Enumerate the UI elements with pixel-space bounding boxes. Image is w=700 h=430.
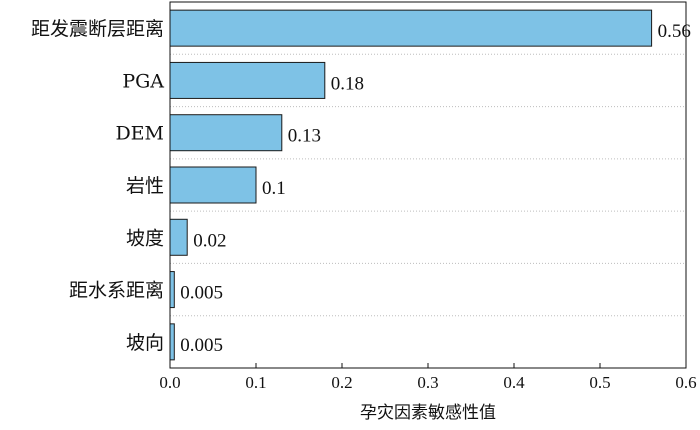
bars-group	[169, 9, 653, 361]
x-tick-label: 0.0	[159, 373, 180, 392]
bar	[169, 218, 188, 256]
category-label: 距发震断层距离	[31, 18, 164, 40]
x-tick-label: 0.6	[675, 373, 696, 392]
x-tick-label: 0.2	[331, 373, 352, 392]
value-label: 0.1	[262, 178, 286, 199]
x-tick-label: 0.1	[245, 373, 266, 392]
category-label: PGA	[122, 70, 164, 92]
bar	[169, 323, 175, 361]
value-label: 0.005	[180, 283, 223, 304]
bar	[169, 271, 175, 309]
x-tick-label: 0.3	[417, 373, 438, 392]
value-label: 0.18	[331, 73, 364, 94]
value-label: 0.56	[658, 21, 691, 42]
value-label: 0.005	[180, 335, 223, 356]
bar	[169, 166, 257, 204]
category-label: 坡度	[126, 227, 164, 249]
bar	[169, 61, 326, 99]
x-tick-label: 0.4	[503, 373, 525, 392]
x-tick-label: 0.5	[589, 373, 610, 392]
category-label: DEM	[115, 123, 164, 145]
category-label: 距水系距离	[69, 280, 164, 302]
value-labels: 0.56 0.18 0.13 0.1 0.02 0.005 0.005	[180, 21, 691, 356]
grid-lines	[170, 53, 686, 317]
x-axis-ticks: 0.0 0.1 0.2 0.3 0.4 0.5 0.6	[159, 363, 697, 392]
value-label: 0.13	[288, 126, 321, 147]
bar	[169, 9, 653, 47]
category-label: 岩性	[126, 175, 164, 197]
category-label: 坡向	[126, 332, 164, 354]
x-axis-title: 孕灾因素敏感性值	[360, 403, 496, 423]
value-label: 0.02	[193, 230, 226, 251]
bar	[169, 114, 283, 152]
